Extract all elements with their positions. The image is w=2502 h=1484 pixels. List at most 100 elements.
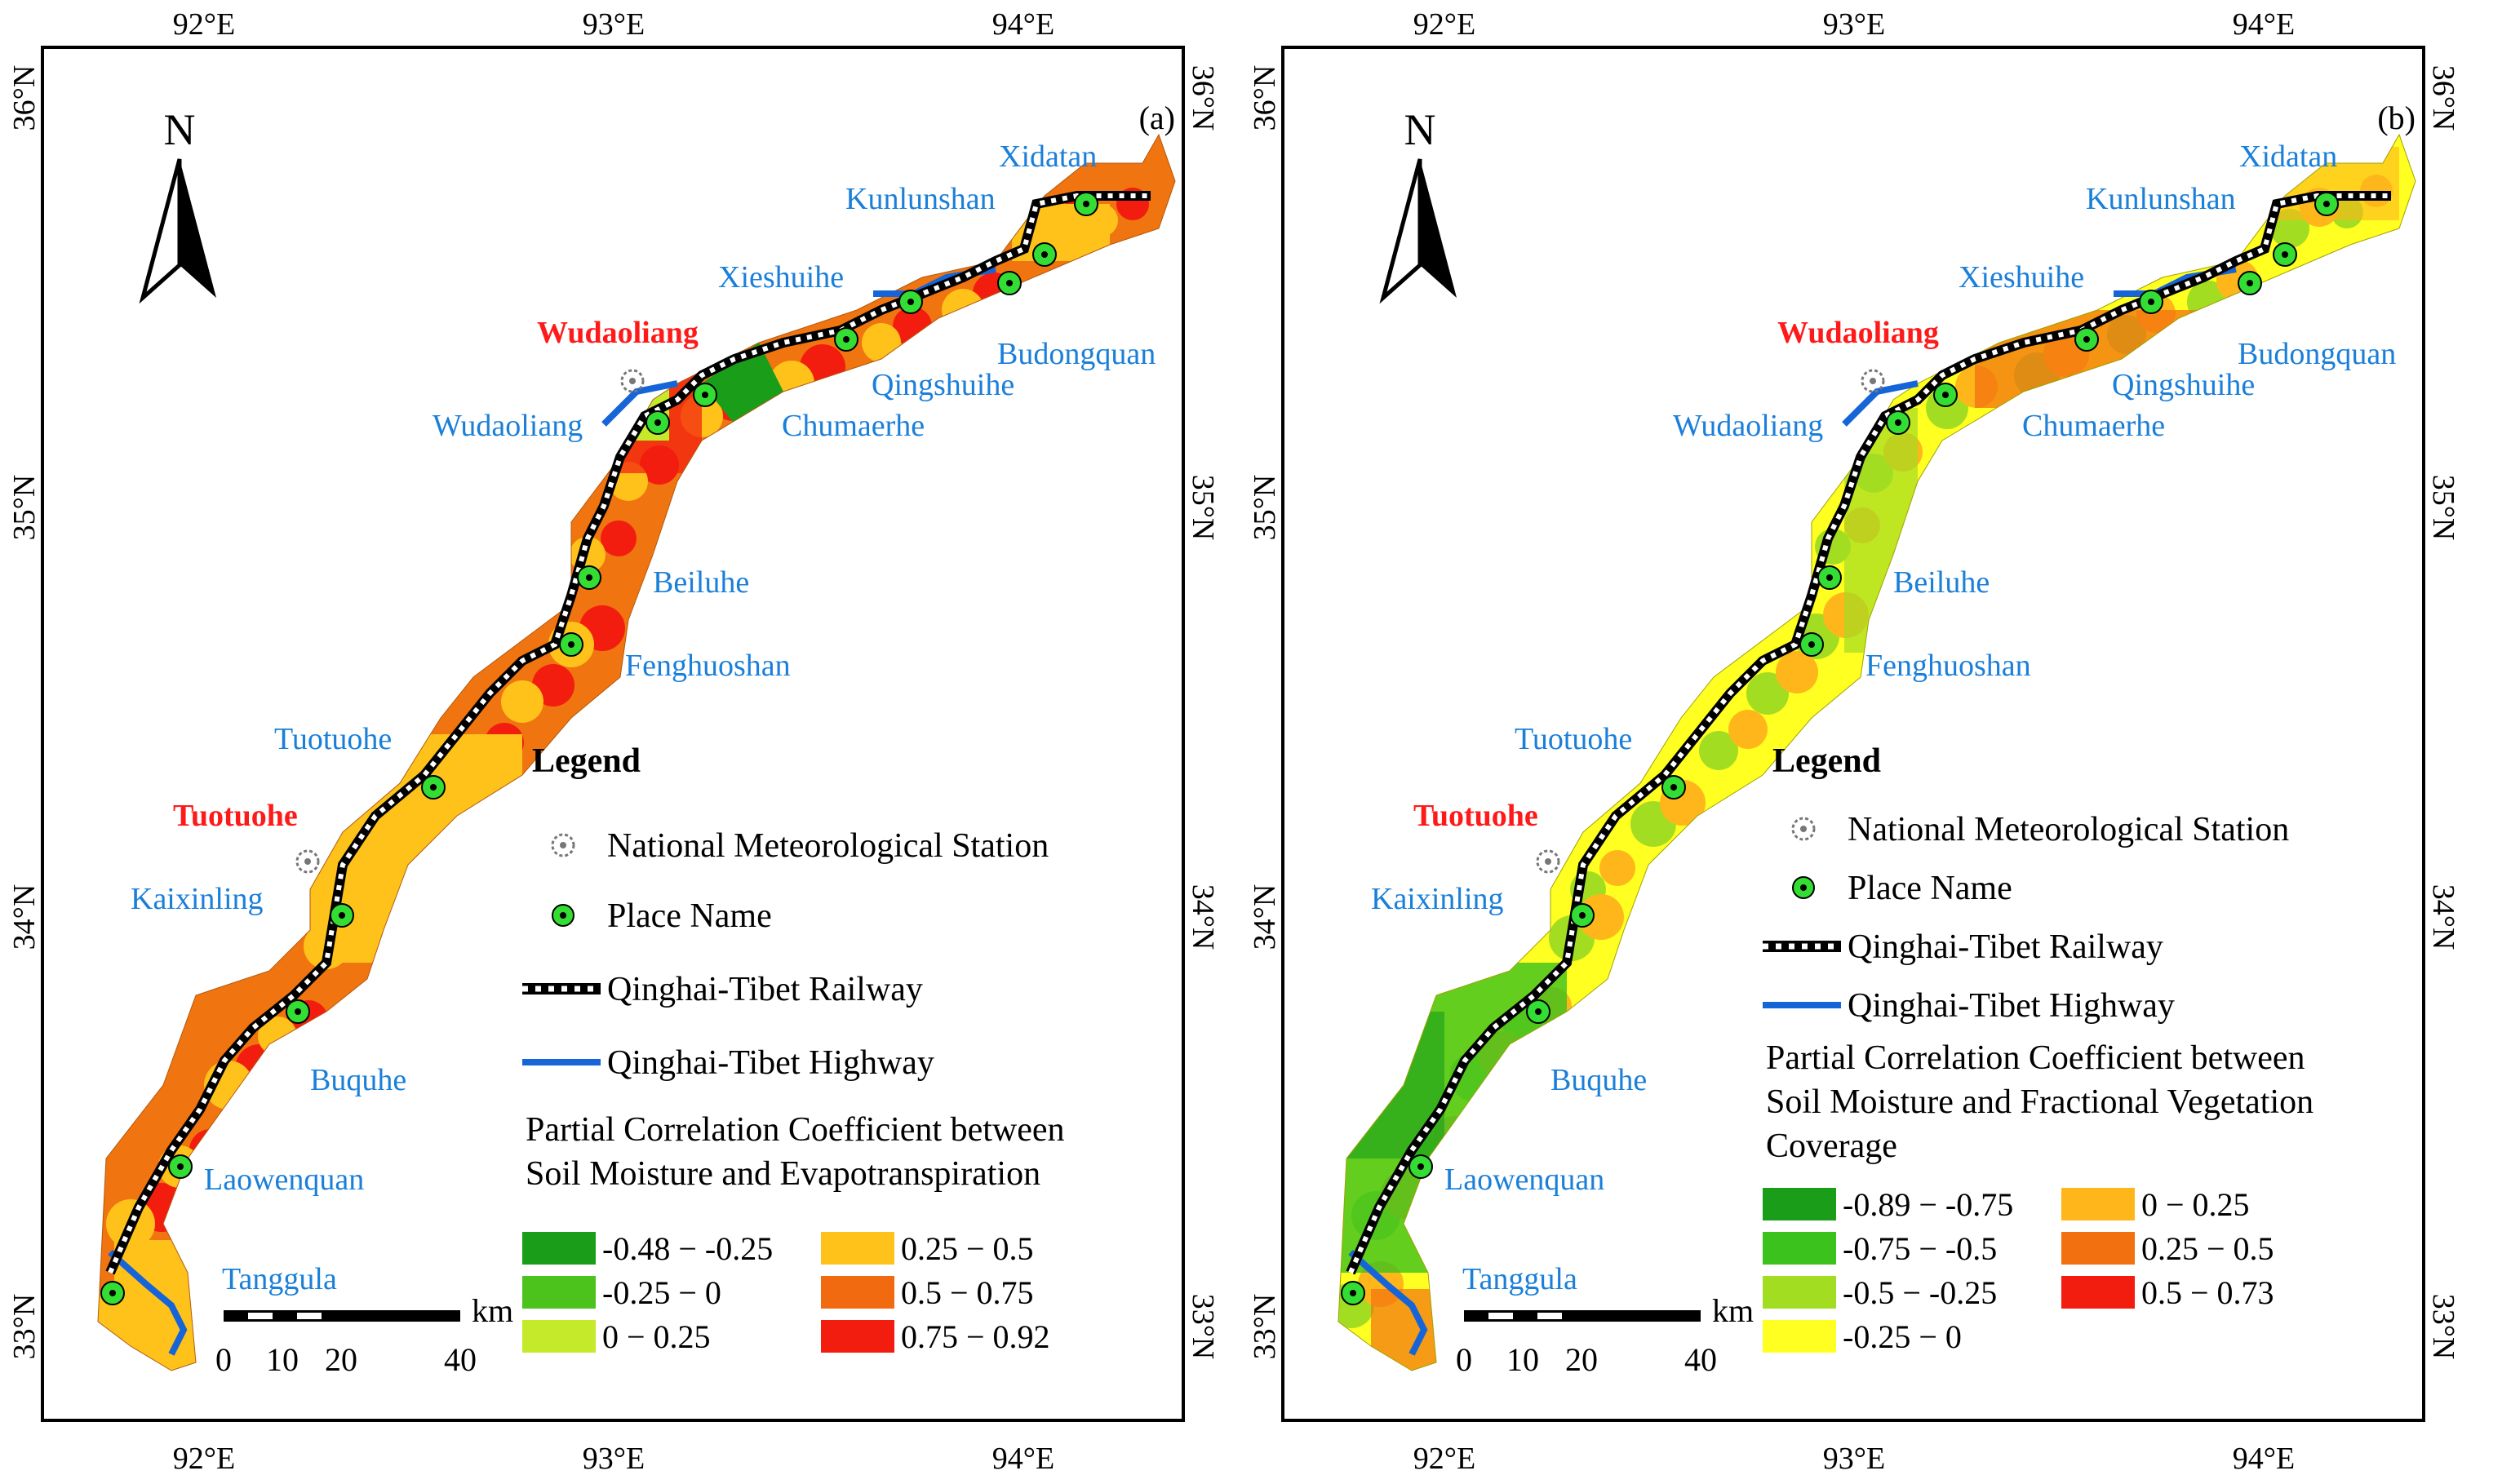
place-label-tanggula: Tanggula (1462, 1262, 1577, 1296)
legend-station-symbol (551, 833, 575, 857)
place-label-chumaerhe: Chumaerhe (782, 409, 925, 443)
place-label-kaixinling: Kaixinling (131, 882, 264, 916)
pcc-title-line: Partial Correlation Coefficient between (1766, 1039, 2305, 1077)
station-label-wudaoliang: Wudaoliang (1777, 316, 1939, 350)
panel-tag: (a) (1139, 100, 1175, 136)
panel-a: 92°E 93°E 94°E 92°E 93°E 94°E 36°N 35°N … (7, 7, 1220, 1476)
scale-label: 20 (325, 1341, 357, 1378)
place-label-buquhe: Buquhe (1550, 1063, 1647, 1097)
legend-title: Legend (532, 742, 641, 780)
legend-place-symbol (1792, 876, 1815, 899)
station-marker (1536, 849, 1560, 874)
place-label-xidatan: Xidatan (2239, 140, 2337, 174)
place-label-kunlunshan: Kunlunshan (845, 182, 996, 216)
legend: Legend National Meteorological Station P… (522, 742, 1065, 1193)
place-label-wudaoliang: Wudaoliang (1673, 409, 1823, 443)
place-label-xidatan: Xidatan (999, 140, 1097, 174)
tick-36n: 36°N (2426, 65, 2460, 131)
legend-station-label: National Meteorological Station (1848, 811, 2289, 848)
north-arrow: N (1383, 105, 1457, 298)
place-label-laowenquan: Laowenquan (204, 1163, 364, 1197)
tick-33n: 33°N (1248, 1294, 1282, 1360)
place-label-qingshuihe: Qingshuihe (872, 368, 1014, 402)
legend-highway-label: Qinghai-Tibet Highway (607, 1044, 934, 1082)
bottom-ticks: 92°E 93°E 94°E (173, 1442, 1054, 1476)
tick-94e: 94°E (992, 1442, 1054, 1476)
legend-railway-label: Qinghai-Tibet Railway (1848, 928, 2163, 966)
bottom-ticks: 92°E 93°E 94°E (1413, 1442, 2295, 1476)
legend-station-symbol (1791, 817, 1816, 841)
class-legend: -0.89 − -0.75 -0.75 − -0.5 -0.5 − -0.25 … (1763, 1186, 2274, 1355)
place-label-fenghuoshan: Fenghuoshan (625, 649, 791, 683)
place-markers (100, 192, 1098, 1305)
scale-bar: km 0 10 20 40 (215, 1292, 513, 1378)
class-swatch (821, 1232, 894, 1265)
panel-tag: (b) (2377, 100, 2415, 136)
tick-93e: 93°E (1823, 1442, 1885, 1476)
place-label-kunlunshan: Kunlunshan (2086, 182, 2236, 216)
pcc-title-line: Coverage (1766, 1127, 1897, 1165)
class-label: 0 − 0.25 (602, 1318, 711, 1355)
class-swatch (821, 1320, 894, 1353)
pcc-title-line: Soil Moisture and Fractional Vegetation (1766, 1083, 2313, 1121)
tick-92e: 92°E (173, 7, 235, 42)
scale-unit: km (472, 1292, 513, 1329)
place-label-wudaoliang: Wudaoliang (433, 409, 583, 443)
station-label-tuotuohe: Tuotuohe (1413, 799, 1538, 833)
pcc-title-line: Soil Moisture and Evapotranspiration (526, 1155, 1040, 1193)
station-label-wudaoliang: Wudaoliang (537, 316, 699, 350)
north-arrow: N (143, 105, 216, 298)
legend-highway-label: Qinghai-Tibet Highway (1848, 987, 2175, 1025)
station-marker (295, 849, 320, 874)
class-swatch (2061, 1232, 2135, 1265)
legend-place-label: Place Name (1848, 870, 2012, 907)
class-swatch (1763, 1232, 1836, 1265)
tick-36n: 36°N (1186, 65, 1220, 131)
class-swatch (2061, 1188, 2135, 1220)
tick-33n: 33°N (7, 1294, 42, 1360)
left-ticks: 36°N 35°N 34°N 33°N (1248, 65, 1282, 1360)
scale-label: 10 (1506, 1341, 1539, 1378)
place-label-beiluhe: Beiluhe (1893, 565, 1990, 600)
tick-94e: 94°E (992, 7, 1054, 42)
scale-label: 10 (266, 1341, 299, 1378)
class-label: 0.25 − 0.5 (2141, 1230, 2274, 1267)
tick-35n: 35°N (7, 475, 42, 541)
station-marker (620, 369, 645, 393)
north-label: N (1404, 105, 1436, 154)
tick-34n: 34°N (7, 884, 42, 950)
top-ticks: 92°E 93°E 94°E (173, 7, 1054, 42)
scale-label: 40 (444, 1341, 477, 1378)
station-label-tuotuohe: Tuotuohe (173, 799, 298, 833)
place-label-buquhe: Buquhe (310, 1063, 406, 1097)
legend-place-label: Place Name (607, 897, 772, 935)
left-ticks: 36°N 35°N 34°N 33°N (7, 65, 42, 1360)
pcc-title-line: Partial Correlation Coefficient between (526, 1111, 1065, 1149)
tick-92e: 92°E (1413, 1442, 1475, 1476)
class-label: 0.25 − 0.5 (901, 1230, 1034, 1267)
legend: Legend National Meteorological Station P… (1763, 742, 2313, 1165)
class-swatch (1763, 1320, 1836, 1353)
legend-title: Legend (1772, 742, 1881, 780)
class-swatch (2061, 1276, 2135, 1309)
scale-bar: km 0 10 20 40 (1456, 1292, 1754, 1378)
scale-unit: km (1712, 1292, 1754, 1329)
place-label-xieshuihe: Xieshuihe (718, 260, 844, 295)
place-label-beiluhe: Beiluhe (653, 565, 749, 600)
class-label: -0.75 − -0.5 (1843, 1230, 1997, 1267)
tick-34n: 34°N (1248, 884, 1282, 950)
scale-label: 40 (1684, 1341, 1717, 1378)
class-label: -0.5 − -0.25 (1843, 1274, 1997, 1311)
tick-93e: 93°E (583, 1442, 645, 1476)
class-label: -0.25 − 0 (1843, 1318, 1962, 1355)
class-swatch (821, 1276, 894, 1309)
legend-railway-label: Qinghai-Tibet Railway (607, 971, 923, 1008)
class-legend: -0.48 − -0.25 -0.25 − 0 0 − 0.25 0.25 − … (522, 1230, 1050, 1355)
tick-94e: 94°E (2233, 1442, 2295, 1476)
tick-94e: 94°E (2233, 7, 2295, 42)
legend-station-label: National Meteorological Station (607, 827, 1049, 865)
place-label-xieshuihe: Xieshuihe (1959, 260, 2084, 295)
scale-label: 0 (1456, 1341, 1472, 1378)
right-ticks: 36°N 35°N 34°N 33°N (2426, 65, 2460, 1360)
